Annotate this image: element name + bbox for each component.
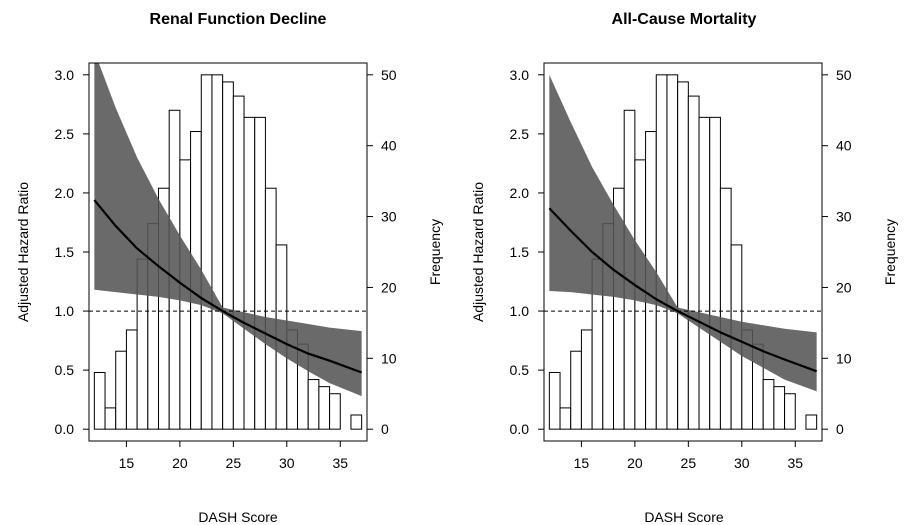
y-tick-label: 0.5: [55, 362, 75, 378]
x-axis-label: DASH Score: [198, 509, 278, 525]
y-tick-label: 3.0: [510, 67, 530, 83]
hazard-ratio-line: [548, 207, 818, 373]
y-tick-label: 2.5: [55, 126, 75, 142]
x-tick-label: 25: [226, 455, 242, 471]
histogram-bar: [570, 350, 582, 430]
y-tick-label: 1.0: [510, 303, 530, 319]
y2-tick-label: 0: [381, 421, 389, 437]
histogram-bar: [805, 414, 818, 430]
histogram-bar: [93, 371, 106, 430]
y2-tick-label: 40: [381, 138, 397, 154]
y-tick-label: 0.0: [55, 421, 75, 437]
x-tick-label: 20: [172, 455, 188, 471]
y2-tick-label: 50: [836, 67, 852, 83]
histogram-bar: [559, 407, 572, 430]
histogram-bar: [222, 81, 234, 430]
y-tick-label: 3.0: [55, 67, 75, 83]
x-tick-label: 35: [332, 455, 348, 471]
x-tick-label: 20: [627, 455, 643, 471]
x-axis-label: DASH Score: [644, 509, 724, 525]
hazard-ratio-line: [93, 199, 363, 374]
y2-tick-label: 40: [836, 138, 852, 154]
x-tick-label: 30: [279, 455, 295, 471]
panel-all-cause-mortality: All-Cause Mortality DASH Score Adjusted …: [470, 11, 898, 525]
y2-tick-label: 50: [381, 67, 397, 83]
histogram-bar: [709, 116, 721, 430]
x-tick-label: 15: [574, 455, 590, 471]
y-axis-label: Adjusted Hazard Ratio: [15, 182, 31, 322]
y2-tick-label: 0: [836, 421, 844, 437]
histogram-bar: [243, 116, 256, 430]
histogram-bar: [232, 95, 245, 430]
y2-tick-label: 30: [381, 209, 397, 225]
y-tick-label: 1.5: [510, 244, 530, 260]
histogram-bar: [773, 386, 786, 430]
histogram-bar: [687, 95, 700, 430]
histogram-bar: [307, 379, 320, 430]
y-tick-label: 0.0: [510, 421, 530, 437]
histogram-bar: [762, 379, 775, 430]
histogram-bar: [115, 350, 127, 430]
histogram-bar: [580, 329, 593, 430]
histogram-bar: [211, 74, 224, 430]
y-tick-label: 2.5: [510, 126, 530, 142]
histogram-bar: [719, 187, 732, 430]
histogram-bar: [548, 371, 561, 430]
confidence-band: [549, 74, 817, 392]
histogram-bar: [655, 74, 668, 430]
histogram-bar: [264, 187, 277, 430]
histogram-bar: [318, 386, 331, 430]
histogram-bar: [784, 393, 796, 430]
x-tick-label: 35: [787, 455, 803, 471]
y2-tick-label: 20: [836, 279, 852, 295]
histogram-bar: [698, 116, 711, 430]
y2-tick-label: 30: [836, 209, 852, 225]
y2-tick-label: 20: [381, 279, 397, 295]
histogram-bar: [666, 74, 679, 430]
histogram-bar: [350, 414, 363, 430]
histogram-bar: [254, 116, 266, 430]
y-tick-label: 1.5: [55, 244, 75, 260]
y2-axis-label: Frequency: [427, 219, 443, 285]
y-tick-label: 0.5: [510, 362, 530, 378]
x-tick-label: 25: [681, 455, 697, 471]
y-tick-label: 2.0: [510, 185, 530, 201]
chart-title: Renal Function Decline: [150, 11, 327, 28]
histogram-bar: [125, 329, 138, 430]
y-tick-label: 1.0: [55, 303, 75, 319]
chart-title: All-Cause Mortality: [612, 11, 757, 28]
panel-renal-function-decline: Renal Function Decline DASH Score Adjust…: [15, 11, 443, 525]
y2-axis-label: Frequency: [882, 219, 898, 285]
y-tick-label: 2.0: [55, 185, 75, 201]
y2-tick-label: 10: [836, 350, 852, 366]
histogram-bar: [200, 74, 213, 430]
histogram-bar: [104, 407, 117, 430]
y-axis-label: Adjusted Hazard Ratio: [470, 182, 486, 322]
histogram-bar: [329, 393, 341, 430]
y2-tick-label: 10: [381, 350, 397, 366]
x-tick-label: 30: [734, 455, 750, 471]
histogram-bar: [677, 81, 689, 430]
x-tick-label: 15: [119, 455, 135, 471]
